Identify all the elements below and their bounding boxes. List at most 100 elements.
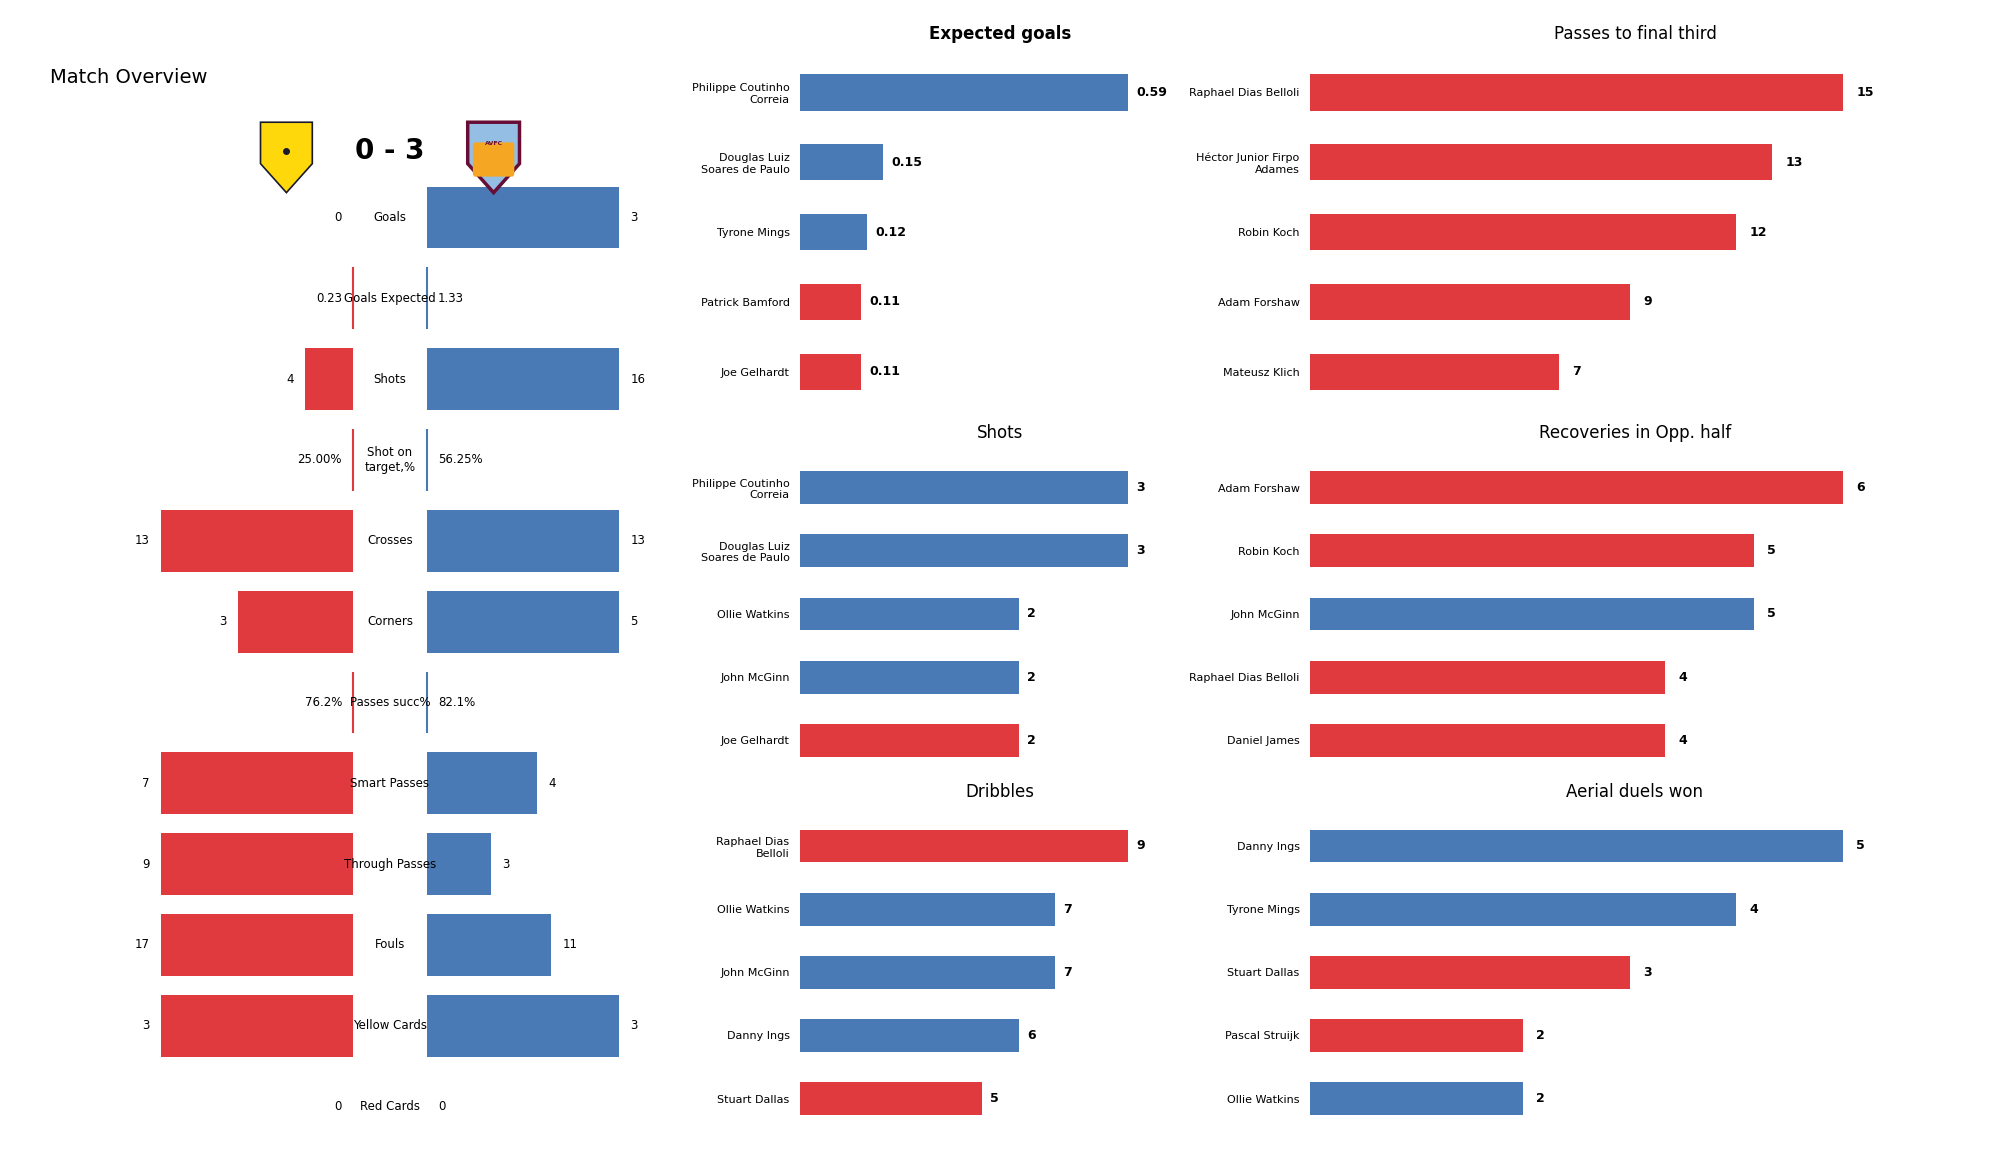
Title: Dribbles: Dribbles — [966, 783, 1034, 800]
Bar — [160, 995, 352, 1056]
Bar — [800, 893, 1056, 926]
Text: 3: 3 — [1136, 481, 1144, 494]
Title: Expected goals: Expected goals — [928, 25, 1072, 42]
Text: 7: 7 — [1064, 902, 1072, 915]
Text: 13: 13 — [630, 535, 646, 548]
Bar — [1310, 145, 1772, 181]
Text: Shots: Shots — [374, 372, 406, 385]
Text: 0.11: 0.11 — [870, 295, 900, 308]
Bar — [428, 914, 552, 976]
Text: Goals: Goals — [374, 212, 406, 224]
Bar — [428, 833, 492, 895]
Text: 5: 5 — [1768, 607, 1776, 620]
Bar — [800, 598, 1018, 630]
Text: Shot on
target,%: Shot on target,% — [364, 446, 416, 474]
Bar — [1310, 893, 1736, 926]
Text: 15: 15 — [1856, 86, 1874, 99]
Polygon shape — [260, 122, 312, 193]
Text: 9: 9 — [1136, 839, 1144, 852]
Bar — [1310, 956, 1630, 988]
Bar — [1310, 471, 1842, 504]
Bar — [1310, 830, 1842, 862]
Text: Smart Passes: Smart Passes — [350, 777, 430, 790]
Text: 3: 3 — [142, 1019, 150, 1033]
Text: 3: 3 — [1136, 544, 1144, 557]
Text: 0.11: 0.11 — [870, 365, 900, 378]
Text: Corners: Corners — [368, 616, 414, 629]
Bar — [428, 510, 620, 572]
Text: 16: 16 — [630, 372, 646, 385]
FancyBboxPatch shape — [472, 142, 514, 176]
Bar — [1310, 724, 1666, 757]
Text: Passes succ%: Passes succ% — [350, 696, 430, 709]
Text: 4: 4 — [1750, 902, 1758, 915]
Title: Aerial duels won: Aerial duels won — [1566, 783, 1704, 800]
Text: 2: 2 — [1536, 1093, 1546, 1106]
Text: 0.12: 0.12 — [874, 226, 906, 239]
Bar — [428, 591, 620, 652]
Text: 3: 3 — [630, 1019, 638, 1033]
Text: 3: 3 — [220, 616, 226, 629]
Bar — [800, 1019, 1018, 1052]
Text: 4: 4 — [286, 372, 294, 385]
Text: 7: 7 — [142, 777, 150, 790]
Text: 1.33: 1.33 — [438, 291, 464, 304]
Bar — [1310, 535, 1754, 568]
Text: 76.2%: 76.2% — [304, 696, 342, 709]
Text: 0.15: 0.15 — [892, 156, 922, 169]
Text: 13: 13 — [1786, 156, 1802, 169]
Bar — [800, 214, 866, 250]
Text: 0 - 3: 0 - 3 — [356, 137, 424, 166]
Text: 9: 9 — [1642, 295, 1652, 308]
Title: Recoveries in Opp. half: Recoveries in Opp. half — [1538, 424, 1732, 442]
Bar — [1310, 74, 1842, 110]
Text: 82.1%: 82.1% — [438, 696, 476, 709]
Text: 25.00%: 25.00% — [298, 454, 342, 466]
Bar — [160, 833, 352, 895]
Text: 2: 2 — [1026, 607, 1036, 620]
Bar — [304, 348, 354, 410]
Text: 2: 2 — [1536, 1029, 1546, 1042]
Bar — [800, 354, 862, 390]
Text: 13: 13 — [134, 535, 150, 548]
Text: Goals Expected: Goals Expected — [344, 291, 436, 304]
Bar — [800, 283, 862, 320]
Text: 0: 0 — [334, 212, 342, 224]
Text: 4: 4 — [1678, 671, 1688, 684]
Bar — [800, 724, 1018, 757]
Bar — [160, 510, 352, 572]
Polygon shape — [468, 122, 520, 193]
Bar — [1310, 354, 1558, 390]
Text: 12: 12 — [1750, 226, 1768, 239]
Bar — [428, 752, 536, 814]
Bar — [800, 471, 1128, 504]
Text: 4: 4 — [1678, 734, 1688, 747]
Bar — [160, 752, 352, 814]
Text: 0: 0 — [438, 1100, 446, 1113]
Text: Yellow Cards: Yellow Cards — [352, 1019, 428, 1033]
Title: Passes to final third: Passes to final third — [1554, 25, 1716, 42]
Text: 9: 9 — [142, 858, 150, 871]
Bar — [800, 660, 1018, 693]
Text: 0.59: 0.59 — [1136, 86, 1166, 99]
Bar — [1310, 214, 1736, 250]
Bar — [1310, 1082, 1524, 1115]
Text: 3: 3 — [1642, 966, 1652, 979]
Text: 5: 5 — [1856, 839, 1864, 852]
Text: 11: 11 — [562, 939, 578, 952]
Text: 7: 7 — [1572, 365, 1580, 378]
Bar — [800, 830, 1128, 862]
Text: Through Passes: Through Passes — [344, 858, 436, 871]
Bar — [800, 1082, 982, 1115]
Bar — [160, 914, 352, 976]
Bar — [800, 535, 1128, 568]
Bar — [1310, 1019, 1524, 1052]
Title: Shots: Shots — [976, 424, 1024, 442]
Text: Red Cards: Red Cards — [360, 1100, 420, 1113]
Text: 3: 3 — [630, 212, 638, 224]
Text: Fouls: Fouls — [374, 939, 406, 952]
Text: Match Overview: Match Overview — [50, 68, 208, 87]
Text: 6: 6 — [1026, 1029, 1036, 1042]
Bar — [1310, 660, 1666, 693]
Text: 0.23: 0.23 — [316, 291, 342, 304]
